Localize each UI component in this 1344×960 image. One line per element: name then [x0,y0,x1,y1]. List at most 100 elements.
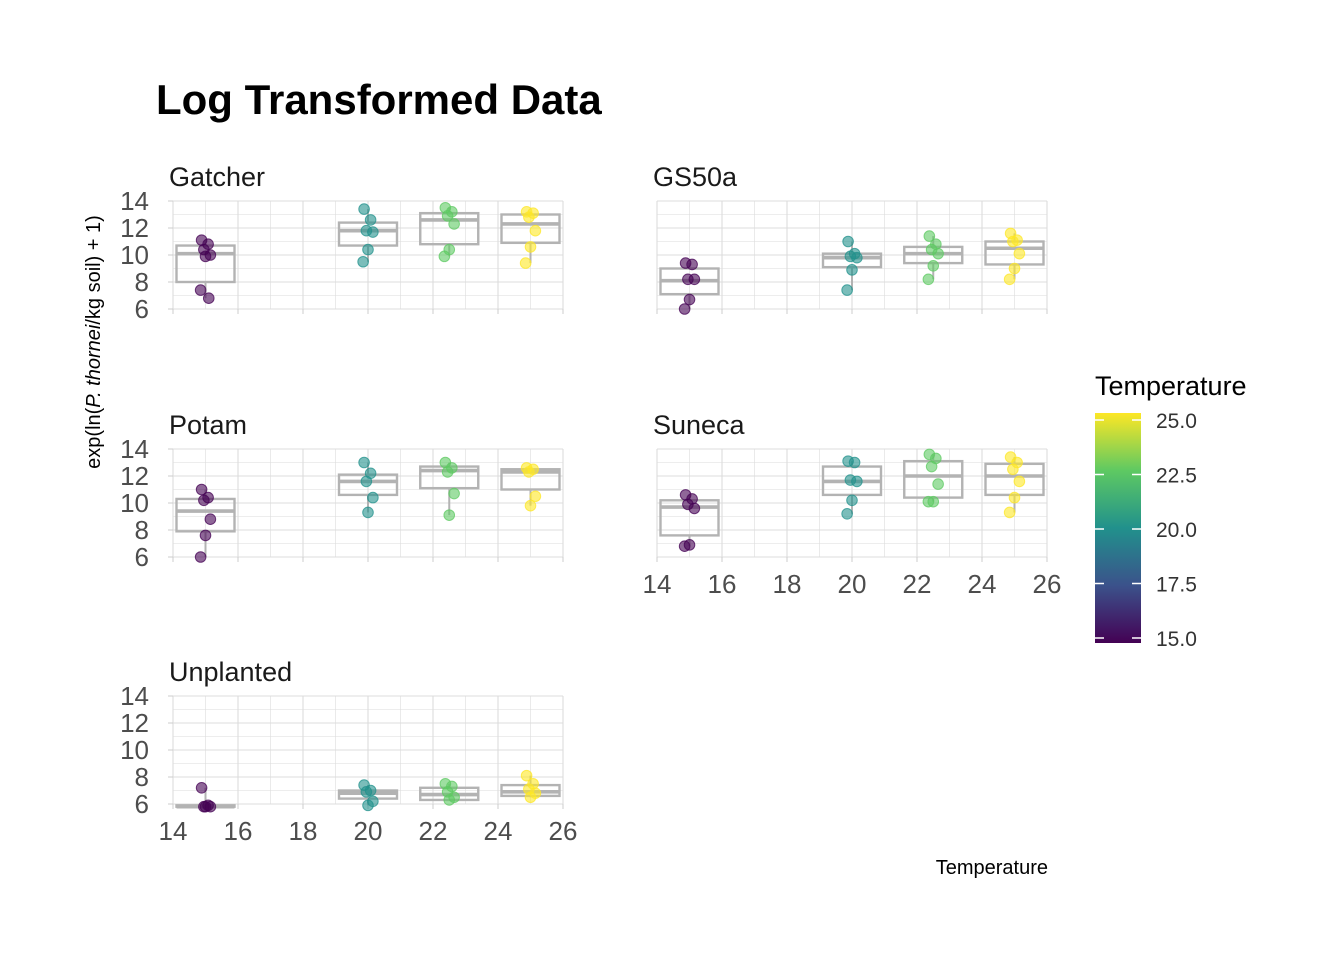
data-point [1008,491,1021,504]
y-tick-label: 10 [120,240,149,270]
legend-tick-label: 25.0 [1156,410,1197,433]
data-point [678,540,691,553]
y-tick-label: 6 [135,542,149,572]
y-tick-label: 8 [135,515,149,545]
data-point [360,786,373,798]
facet-label-unplanted: Unplanted [169,657,292,687]
y-axis-title: exp(ln(P. thornei/kg soil) + 1) [83,215,105,469]
data-point [922,273,935,286]
data-point [360,475,373,488]
facet-label-gatcher: Gatcher [169,162,265,192]
x-tick-label: 22 [903,569,932,599]
data-point [529,224,542,237]
data-point [683,293,696,306]
x-tick-label: 26 [549,816,578,846]
data-point [367,226,379,238]
x-axis-title: Temperature [936,857,1048,879]
y-axis-title-part2: /kg soil) + 1) [83,215,105,324]
x-tick-label: 22 [419,816,448,846]
x-tick-label: 20 [838,569,867,599]
y-tick-label: 12 [120,461,149,491]
data-point [688,273,701,286]
y-axis-title-part1: exp(ln( [83,407,105,468]
y-tick-label: 8 [135,762,149,792]
data-point [358,456,370,469]
y-tick-label: 14 [120,186,149,216]
legend-tick-label: 17.5 [1156,574,1197,597]
data-point [358,203,370,215]
facet-panels: Gatcher68101214GS50aPotam68101214Suneca1… [120,162,1061,846]
data-point [448,487,460,500]
data-point [1013,247,1026,260]
data-point [524,499,537,512]
y-tick-label: 12 [120,213,149,243]
data-point [441,210,454,222]
data-point [195,782,208,794]
y-tick-label: 8 [135,267,149,297]
data-point [362,243,374,256]
data-point [441,466,454,478]
data-point [925,460,938,473]
data-point [678,303,691,315]
data-point [842,235,854,248]
y-tick-label: 6 [135,789,149,819]
data-point [443,509,456,521]
x-tick-label: 26 [1033,569,1062,599]
data-point [202,292,215,305]
data-point [195,483,208,496]
data-point [519,257,532,269]
data-point [841,284,853,296]
facet-label-gs50a: GS50a [653,162,738,192]
data-point [204,513,217,526]
y-tick-label: 10 [120,488,149,518]
data-point [443,794,456,806]
data-point [1013,475,1026,488]
data-point [848,456,861,469]
data-point [199,250,212,263]
data-point [1007,235,1019,248]
data-point [194,551,207,563]
data-point [438,250,451,263]
legend-tick-label: 22.5 [1156,465,1197,488]
legend-title: Temperature [1095,371,1247,401]
data-point [923,230,936,242]
y-tick-label: 14 [120,434,149,464]
x-tick-label: 24 [484,816,513,846]
data-point [932,478,944,490]
data-point [448,218,460,230]
color-legend: Temperature 15.0 17.5 20.0 22.5 25.0 [1095,371,1247,651]
facet-label-potam: Potam [169,410,247,440]
data-point [357,255,369,268]
data-point [846,264,858,276]
data-point [851,475,863,488]
y-tick-label: 12 [120,708,149,738]
data-point [846,494,858,507]
data-point [841,508,853,520]
x-tick-label: 16 [708,569,737,599]
data-point [524,791,537,804]
data-point [194,284,207,296]
data-point [1003,506,1016,519]
x-tick-label: 20 [354,816,383,846]
data-point [922,495,935,508]
data-point [523,211,535,223]
data-point [1003,273,1016,286]
data-point [932,247,944,260]
legend-colorbar [1095,413,1141,643]
data-point [686,258,698,271]
legend-tick-label: 20.0 [1156,519,1197,542]
legend-tick-label: 15.0 [1156,628,1197,651]
x-tick-label: 24 [968,569,997,599]
y-tick-label: 14 [120,681,149,711]
data-point [367,491,379,504]
data-point [523,466,535,478]
data-point [851,251,863,264]
y-axis-title-italic: P. thornei [83,324,105,408]
data-point [529,490,542,503]
facet-label-suneca: Suneca [653,410,746,440]
data-point [1007,463,1019,476]
data-point [520,769,533,782]
data-point [688,502,701,515]
